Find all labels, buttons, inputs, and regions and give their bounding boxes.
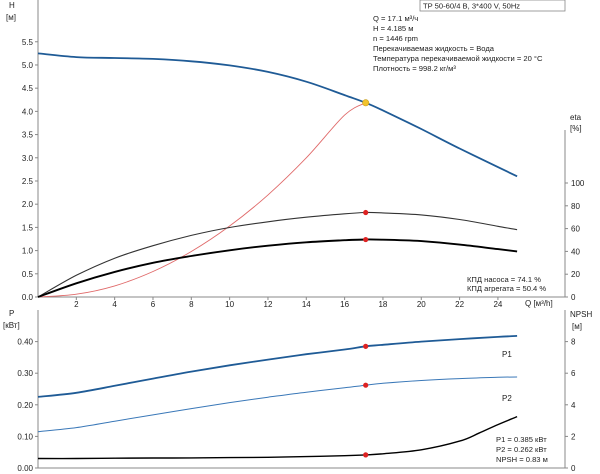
temperature-text: Температура перекачиваемой жидкости = 20… xyxy=(373,54,543,63)
model-box xyxy=(419,0,566,12)
npsh-tick-label: 0 xyxy=(571,464,576,473)
flow-axis-name: Q [м³/h] xyxy=(525,299,553,308)
system-curve xyxy=(37,102,366,298)
power-axis-name: P xyxy=(9,309,14,318)
power-npsh-curves xyxy=(37,335,518,460)
npsh-tick-label: 6 xyxy=(571,369,576,378)
head-tick-label: 5.0 xyxy=(22,61,34,70)
flow-tick-label: 20 xyxy=(417,300,426,309)
power-tick-label: 0.20 xyxy=(17,401,33,410)
flow-tick-label: 14 xyxy=(302,300,311,309)
head-tick-label: 5.5 xyxy=(22,38,34,47)
density-text: Плотность = 998.2 кг/м³ xyxy=(373,64,456,73)
p1-operating-point xyxy=(363,343,369,349)
head-curve xyxy=(37,52,518,178)
op-h-text: H = 4.185 м xyxy=(373,24,413,33)
power-tick-labels: 0.00 0.10 0.20 0.30 0.40 xyxy=(17,338,38,473)
eta-tick-label: 40 xyxy=(571,247,580,256)
eta-tick-label: 0 xyxy=(571,293,576,302)
p1-curve-label: P1 xyxy=(502,350,512,359)
flow-tick-label: 6 xyxy=(151,300,156,309)
npsh-tick-label: 2 xyxy=(571,432,576,441)
eta-unit-operating-point xyxy=(363,236,369,243)
flow-tick-label: 2 xyxy=(74,300,79,309)
npsh-tick-label: 4 xyxy=(571,401,576,410)
liquid-text: Перекачиваемая жидкость = Вода xyxy=(373,44,495,53)
flow-tick-label: 12 xyxy=(264,300,273,309)
eta-tick-label: 60 xyxy=(571,225,580,234)
eta-pump-operating-point xyxy=(363,209,369,216)
head-tick-label: 1.5 xyxy=(22,223,34,232)
flow-tick-labels: 2 4 6 8 10 12 14 16 18 20 22 24 xyxy=(74,297,503,309)
p1-curve xyxy=(37,335,518,398)
npsh-curve xyxy=(37,415,518,460)
npsh-axis-name: NPSH xyxy=(570,310,592,319)
eta-axis-name: eta xyxy=(570,113,582,122)
head-axis-unit: [м] xyxy=(6,13,16,22)
head-eta-operating-points xyxy=(362,99,370,243)
eta-tick-label: 80 xyxy=(571,202,580,211)
head-tick-label: 3.5 xyxy=(22,131,34,140)
npsh-axis-unit: [м] xyxy=(572,322,582,331)
flow-tick-label: 18 xyxy=(378,300,387,309)
op-q-text: Q = 17.1 м³/ч xyxy=(373,14,418,23)
head-eta-panel: H [м] eta [%] Q [м³/h] 0.0 0.5 1.0 1.5 2.0 2.… xyxy=(6,0,585,309)
op-n-text: n = 1446 rpm xyxy=(373,34,418,43)
flow-tick-label: 4 xyxy=(112,300,117,309)
eta-axis-unit: [%] xyxy=(570,124,582,133)
eta-tick-labels: 0 20 40 60 80 100 xyxy=(565,179,585,302)
head-operating-point xyxy=(362,99,370,107)
flow-tick-label: 10 xyxy=(225,300,234,309)
eta-tick-label: 20 xyxy=(571,270,580,279)
head-tick-label: 3.0 xyxy=(22,154,34,163)
eta_unit-curve xyxy=(37,238,518,298)
head-tick-label: 4.0 xyxy=(22,107,34,116)
power-axis-unit: [кВт] xyxy=(3,321,20,330)
head-tick-label: 1.0 xyxy=(22,247,34,256)
unit-efficiency-text: КПД агрегата = 50.4 % xyxy=(467,284,546,293)
p2-value-text: P2 = 0.262 кВт xyxy=(496,445,547,454)
npsh-value-text: NPSH = 0.83 м xyxy=(496,455,548,464)
power-tick-label: 0.00 xyxy=(17,464,33,473)
pump-efficiency-text: КПД насоса = 74.1 % xyxy=(467,275,541,284)
head-axis-name: H xyxy=(9,1,15,10)
npsh-tick-label: 8 xyxy=(571,338,576,347)
p2-operating-point xyxy=(363,382,369,388)
npsh-operating-point xyxy=(363,452,369,458)
power-tick-label: 0.10 xyxy=(17,432,33,441)
npsh-tick-labels: 0 2 4 6 8 xyxy=(565,338,576,473)
p2-curve xyxy=(37,376,518,433)
p2-curve-label: P2 xyxy=(502,394,512,403)
eta-tick-label: 100 xyxy=(571,179,585,188)
head-tick-label: 2.5 xyxy=(22,177,34,186)
flow-tick-label: 22 xyxy=(455,300,464,309)
head-tick-label: 0.5 xyxy=(22,270,34,279)
head-eta-curves xyxy=(37,52,518,298)
p1-value-text: P1 = 0.385 кВт xyxy=(496,435,547,444)
head-tick-label: 0.0 xyxy=(22,293,34,302)
head-tick-label: 2.0 xyxy=(22,200,34,209)
power-tick-label: 0.30 xyxy=(17,369,33,378)
head-tick-labels: 0.0 0.5 1.0 1.5 2.0 2.5 3.0 3.5 4.0 4.5 5.0 5.5 xyxy=(22,38,38,302)
power-npsh-operating-points xyxy=(363,343,369,458)
eta_pump-curve xyxy=(37,211,518,298)
flow-tick-label: 16 xyxy=(340,300,349,309)
flow-tick-label: 8 xyxy=(189,300,194,309)
model-label: TP 50-60/4 B, 3*400 V, 50Hz xyxy=(423,2,520,11)
head-tick-label: 4.5 xyxy=(22,84,34,93)
power-tick-label: 0.40 xyxy=(17,338,33,347)
flow-tick-label: 24 xyxy=(493,300,502,309)
power-npsh-panel: P [кВт] NPSH [м] 0.00 0.10 0.20 0.30 0.40 0 2… xyxy=(3,309,592,473)
